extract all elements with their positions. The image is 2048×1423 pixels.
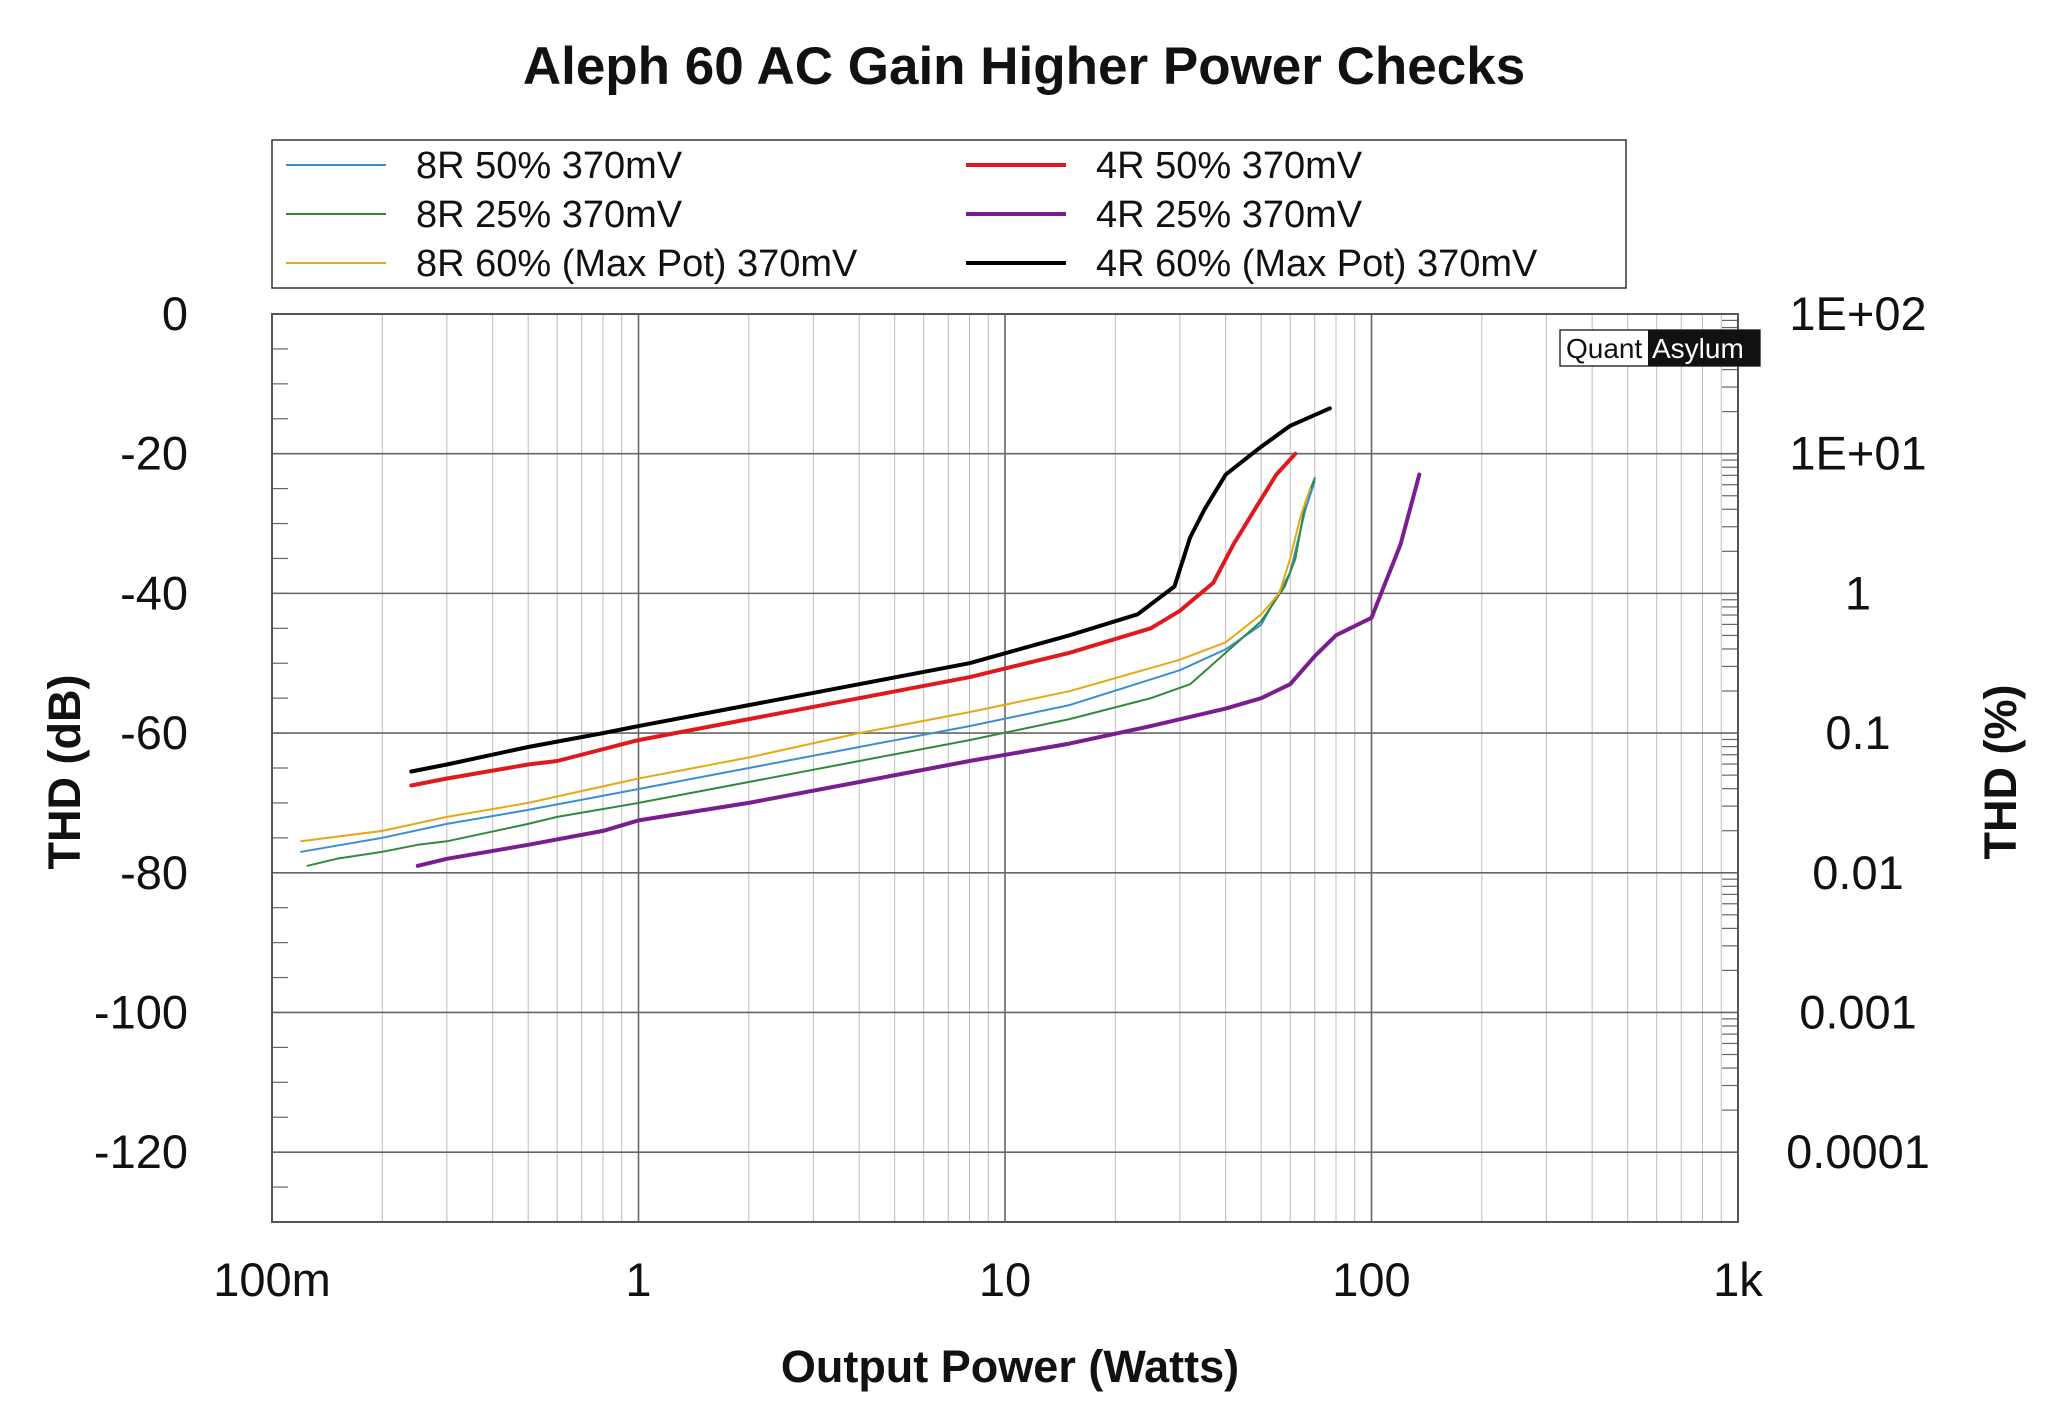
x-axis-label: Output Power (Watts) — [781, 1341, 1239, 1392]
series-line-1 — [300, 480, 1316, 853]
y-tick-label: -40 — [120, 566, 188, 619]
plot-grid — [271, 313, 1738, 1223]
x-tick-label: 100 — [1332, 1253, 1410, 1306]
y-axis-label: THD (dB) — [39, 675, 90, 870]
y-tick-label: -120 — [94, 1125, 188, 1178]
chart-title: Aleph 60 AC Gain Higher Power Checks — [523, 37, 1525, 96]
y2-tick-label: 1 — [1845, 566, 1871, 619]
series-line-2 — [306, 477, 1316, 867]
x-tick-label: 1k — [1713, 1253, 1763, 1306]
y-tick-labels: 0 -20 -40 -60 -80 -100 -120 — [94, 287, 188, 1178]
x-tick-labels: 100m 1 10 100 1k — [213, 1253, 1763, 1306]
y2-tick-label: 1E+02 — [1789, 287, 1926, 340]
quantasylum-logo: Quant Asylum — [1559, 329, 1761, 367]
y-tick-label: -60 — [120, 706, 188, 759]
logo-text-part1: Quant — [1566, 333, 1642, 364]
plot-frame — [271, 313, 1739, 1223]
series-line-3 — [300, 487, 1312, 843]
legend-label: 4R 60% (Max Pot) 370mV — [1096, 243, 1538, 285]
y2-tick-label: 0.001 — [1799, 985, 1917, 1038]
legend: 8R 50% 370mV 8R 25% 370mV 8R 60% (Max Pot)… — [271, 139, 1627, 289]
series-line-4 — [409, 451, 1298, 788]
legend-label: 8R 60% (Max Pot) 370mV — [416, 243, 858, 285]
y-tick-label: -100 — [94, 985, 188, 1038]
series-line-6 — [409, 406, 1332, 774]
y2-tick-label: 1E+01 — [1789, 427, 1926, 480]
legend-label: 8R 25% 370mV — [416, 194, 683, 236]
y2-tick-label: 0.1 — [1825, 706, 1890, 759]
x-tick-label: 10 — [979, 1253, 1031, 1306]
y2-tick-label: 0.0001 — [1786, 1125, 1930, 1178]
x-tick-label: 1 — [625, 1253, 651, 1306]
y-tick-label: 0 — [162, 287, 188, 340]
y2-tick-label: 0.01 — [1812, 846, 1903, 899]
x-tick-label: 100m — [213, 1253, 331, 1306]
legend-label: 8R 50% 370mV — [416, 145, 683, 187]
legend-label: 4R 50% 370mV — [1096, 145, 1363, 187]
series-layer — [300, 406, 1422, 868]
series-line-5 — [415, 472, 1422, 868]
y-tick-label: -20 — [120, 427, 188, 480]
logo-text-part2: Asylum — [1652, 333, 1744, 364]
y2-axis-label: THD (%) — [1975, 685, 2026, 860]
legend-box — [271, 139, 1627, 289]
legend-label: 4R 25% 370mV — [1096, 194, 1363, 236]
y2-tick-labels: 1E+02 1E+01 1 0.1 0.01 0.001 0.0001 — [1786, 287, 1930, 1178]
y-tick-label: -80 — [120, 846, 188, 899]
